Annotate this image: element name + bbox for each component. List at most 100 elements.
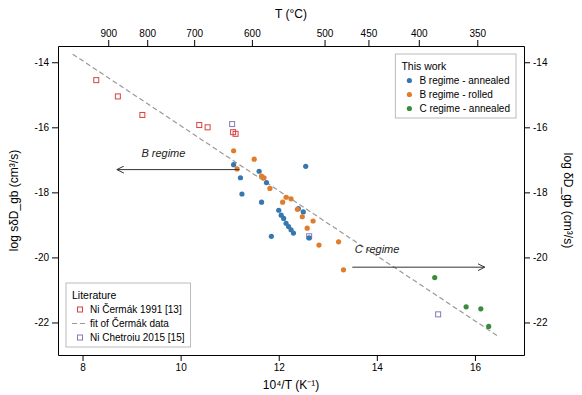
point	[280, 200, 285, 205]
point	[233, 131, 238, 136]
legend-label: C regime - annealed	[419, 103, 510, 114]
point	[234, 166, 239, 171]
point	[307, 235, 312, 240]
axis-line	[59, 46, 525, 47]
point	[281, 216, 286, 221]
tick-mark	[524, 257, 530, 258]
point	[283, 195, 288, 200]
point	[486, 324, 491, 329]
tick: 400	[411, 28, 428, 46]
tick: 12	[274, 355, 286, 373]
legend-swatch	[78, 307, 83, 312]
point	[341, 267, 346, 272]
point	[291, 230, 296, 235]
plot-area: 810121416 -14 -16 -18 -20 -22 900 800 700 600 500 4…	[7, 7, 575, 392]
tick: 350	[469, 28, 486, 46]
tick-mark	[181, 355, 182, 361]
tick-mark	[419, 40, 420, 46]
tick: -14	[35, 57, 58, 68]
tick: 500	[317, 28, 334, 46]
y2-axis: -14 -16 -18 -20 -22	[524, 47, 548, 356]
tick-label: 600	[244, 28, 261, 39]
point	[276, 208, 281, 213]
tick-mark	[52, 322, 58, 323]
tick-mark	[52, 192, 58, 193]
point	[259, 200, 264, 205]
tick-mark	[477, 40, 478, 46]
point	[269, 234, 274, 239]
legend-frame	[395, 54, 516, 118]
annotation-arrow	[352, 267, 484, 268]
tick-label: 350	[469, 28, 486, 39]
tick-label: 16	[470, 362, 482, 373]
tick-mark	[524, 192, 530, 193]
x2-axis-title: T (°C)	[275, 7, 307, 21]
annotation: C regime	[355, 243, 400, 255]
series	[432, 275, 491, 329]
y-axis-title: log sδD_gb (cm³/s)	[7, 150, 21, 251]
tick-mark	[52, 257, 58, 258]
legend: Literature Ni Čermák 1991 [13] fit of Čerm…	[66, 283, 191, 347]
legend-label: fit of Čermák data	[90, 317, 169, 329]
tick-label: -14	[35, 57, 50, 68]
tick-mark	[52, 62, 58, 63]
legend-title: Literature	[72, 289, 117, 301]
tick: 900	[100, 28, 117, 46]
legend-label: Ni Čermák 1991 [13]	[90, 303, 182, 315]
tick-mark	[279, 355, 280, 361]
tick-label: -18	[533, 187, 548, 198]
axis-line	[524, 47, 525, 356]
tick: -20	[524, 252, 548, 263]
x2-axis: 900 800 700 600 500 450 400 350	[59, 28, 525, 47]
point	[436, 312, 441, 317]
tick-label: -20	[35, 252, 50, 263]
point	[115, 94, 120, 99]
tick-label: -16	[533, 122, 548, 133]
legend-entry: fit of Čermák data	[72, 317, 169, 329]
series	[231, 162, 312, 240]
point	[295, 207, 300, 212]
x-axis: 810121416	[59, 355, 525, 373]
axis-line	[59, 355, 525, 356]
tick: -20	[35, 252, 58, 263]
tick-label: 450	[361, 28, 378, 39]
point	[257, 169, 262, 174]
tick-mark	[368, 40, 369, 46]
point	[464, 304, 469, 309]
legend-entry: C regime - annealed	[407, 103, 510, 114]
tick-label: 400	[411, 28, 428, 39]
tick-label: -18	[35, 187, 50, 198]
legend-title: This work	[401, 60, 447, 72]
legend-frame	[66, 283, 191, 347]
tick: 700	[186, 28, 203, 46]
tick: -18	[524, 187, 548, 198]
point	[336, 239, 341, 244]
point	[197, 123, 202, 128]
tick: -22	[524, 317, 548, 328]
point	[231, 162, 236, 167]
tick-mark	[524, 62, 530, 63]
tick-label: -22	[533, 317, 548, 328]
tick: -22	[35, 317, 58, 328]
legend-entry: Ni Čermák 1991 [13]	[78, 303, 182, 315]
tick-mark	[52, 127, 58, 128]
tick-label: 800	[139, 28, 156, 39]
tick: -18	[35, 187, 58, 198]
tick: 8	[80, 355, 86, 373]
tick-mark	[252, 40, 253, 46]
tick: 450	[361, 28, 378, 46]
point	[288, 196, 293, 201]
tick: 800	[139, 28, 156, 46]
tick-label: 12	[274, 362, 286, 373]
legend-entry: B regime - annealed	[407, 75, 510, 86]
point	[305, 226, 310, 231]
point	[94, 78, 99, 83]
legend-label: Ni Chetroiu 2015 [15]	[90, 332, 185, 343]
tick-label: -14	[533, 57, 548, 68]
point	[478, 306, 483, 311]
point	[140, 112, 145, 117]
point	[252, 157, 257, 162]
point	[303, 164, 308, 169]
tick: 16	[470, 355, 482, 373]
tick-label: -16	[35, 122, 50, 133]
